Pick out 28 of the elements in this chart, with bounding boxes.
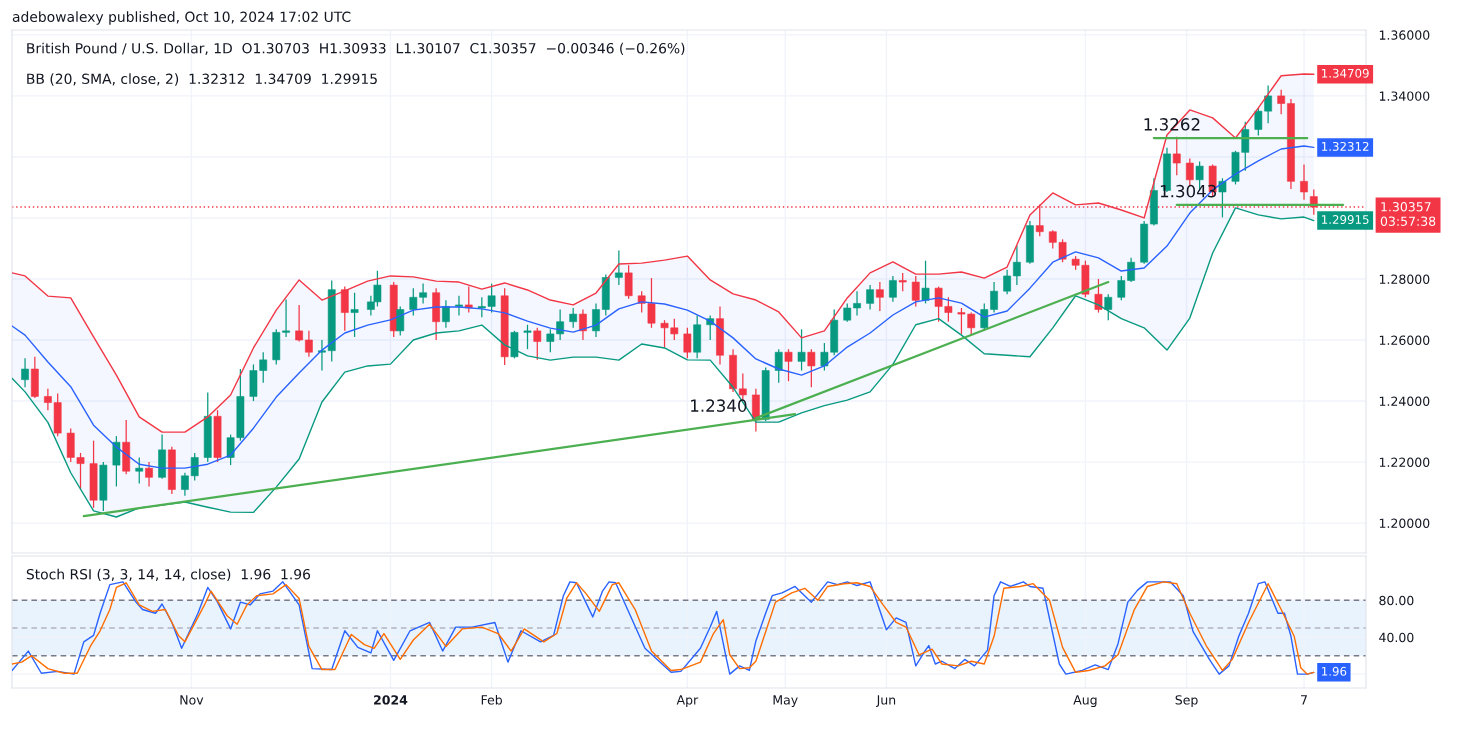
x-tick-label: 2024 — [374, 695, 408, 705]
x-tick-label: Nov — [180, 695, 204, 705]
y-tick-label: 80.00 — [1379, 595, 1414, 606]
data-label: 1.32312 — [1322, 141, 1369, 151]
x-tick-label: Feb — [481, 694, 502, 705]
x-tick-label: 7 — [1301, 695, 1307, 705]
text: adebowalexy published, Oct 10, 2024 17:02 UTC — [12, 11, 351, 25]
x-tick-label: Jun — [875, 695, 896, 707]
data-label: 1.96 — [1322, 666, 1347, 676]
data-label: 1.34709 — [1322, 68, 1369, 78]
y-tick-label: 1.36000 — [1379, 30, 1430, 40]
text: BB (20, SMA, close, 2) 1.32312 1.34709 1.29915 — [27, 73, 377, 86]
x-tick-label: May — [773, 695, 798, 708]
x-tick-label: Apr — [676, 695, 699, 708]
annotation: 1.2340 — [691, 399, 747, 412]
ref-line-label: 1.30357 03:57:38 — [1380, 202, 1436, 226]
data-label: 1.29915 — [1322, 215, 1369, 224]
y-tick-label: 1.24000 — [1379, 396, 1430, 406]
x-tick-label: Aug — [1073, 695, 1097, 708]
y-tick-label: 1.34000 — [1379, 91, 1430, 101]
text: Stoch RSI (3, 3, 14, 14, close) 1.96 1.96 — [26, 568, 311, 582]
y-tick-label: 1.26000 — [1379, 335, 1430, 345]
y-tick-label: 1.28000 — [1379, 274, 1430, 284]
y-tick-label: 40.00 — [1379, 632, 1414, 643]
y-tick-label: 1.20000 — [1379, 518, 1430, 529]
x-tick-label: Sep — [1175, 695, 1198, 708]
text: British Pound / U.S. Dollar, 1D O1.30703 H1.30933 L1.30107 C1.30357 −0.00346 (−0.26%) — [27, 42, 685, 56]
y-tick-label: 1.22000 — [1379, 457, 1430, 467]
